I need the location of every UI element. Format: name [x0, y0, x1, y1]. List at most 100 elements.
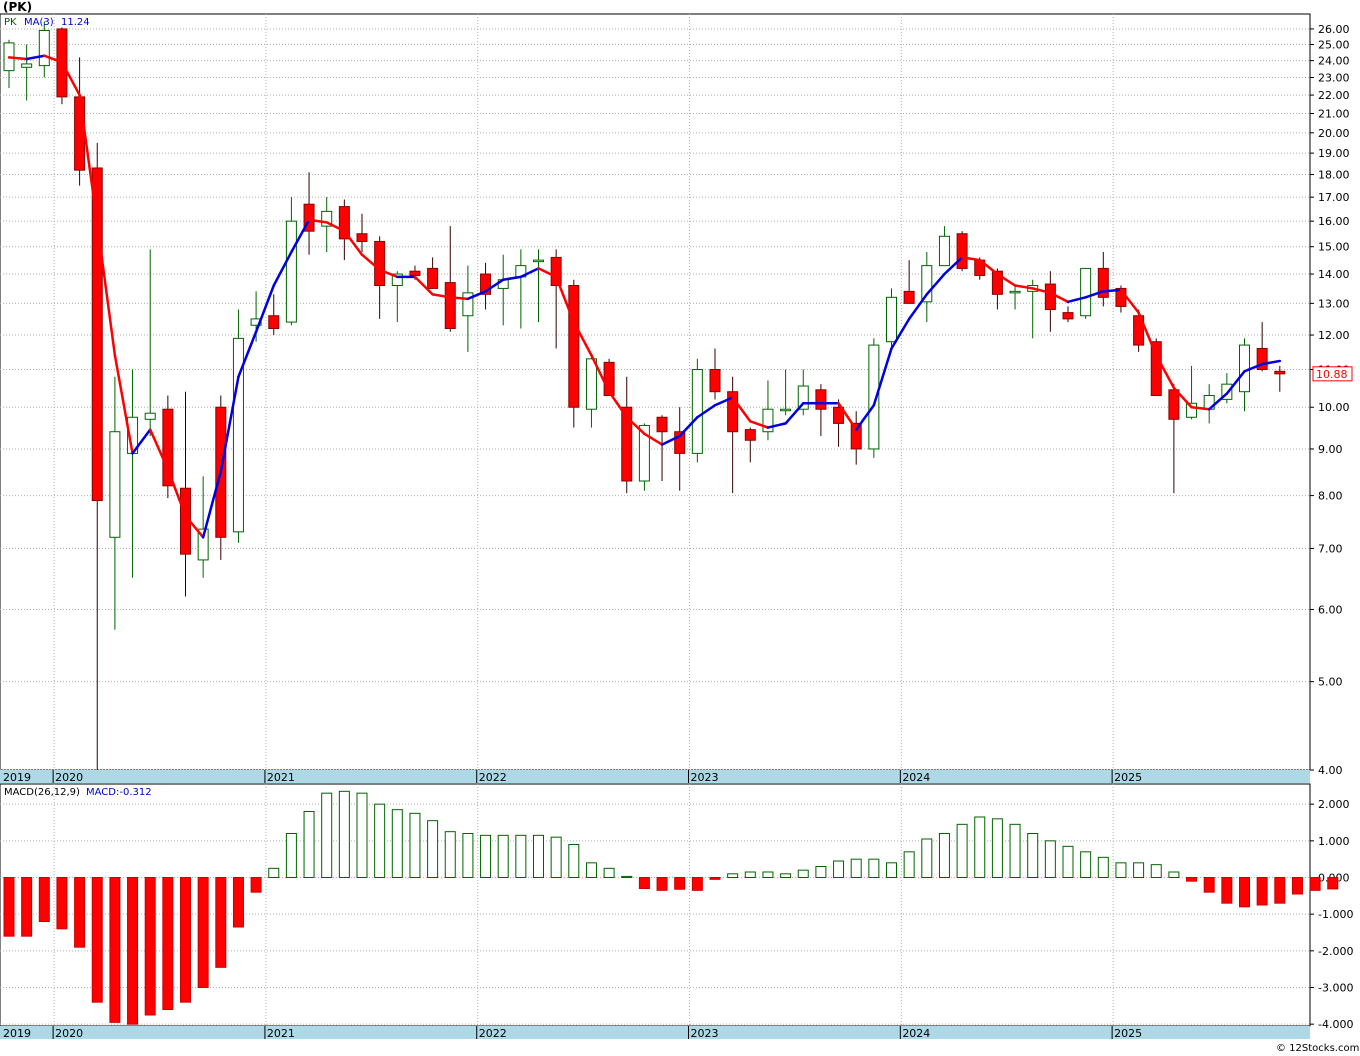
candle: [744, 427, 756, 463]
date-label: 2025: [1114, 1027, 1142, 1040]
legend-ma-label: MA(3): [24, 17, 54, 28]
ma-segment: [784, 402, 805, 425]
macd-bar: [585, 862, 597, 878]
ma-segment: [184, 514, 205, 539]
ma-segment: [854, 404, 876, 431]
date-axis-bottom: 2019 2020 2021 2022 2023 2024 2025: [0, 1026, 1310, 1040]
macd-bar: [850, 858, 862, 879]
macd-bar: [1291, 877, 1303, 895]
macd-value: MACD:-0.312: [86, 787, 152, 798]
candle: [1080, 267, 1092, 319]
ma-segment: [290, 218, 311, 254]
ma-segment: [378, 268, 399, 279]
macd-bar: [391, 809, 403, 879]
price-tick-label: 12.00: [1318, 329, 1350, 342]
price-grid: [0, 14, 1310, 771]
candle: [921, 252, 933, 323]
price-tick-label: 20.00: [1318, 127, 1350, 140]
macd-bar: [568, 844, 580, 878]
ma-segment: [343, 229, 364, 256]
macd-bar: [1256, 877, 1268, 906]
candle: [38, 21, 50, 78]
macd-bar: [303, 811, 315, 878]
macd-bar: [603, 867, 615, 878]
macd-bar: [1115, 862, 1127, 878]
macd-bar: [1080, 851, 1092, 878]
price-tick-label: 14.00: [1318, 268, 1350, 281]
macd-bar: [1274, 877, 1286, 904]
macd-bar: [1097, 856, 1109, 878]
ma-segment: [360, 253, 381, 272]
candle: [215, 395, 227, 560]
date-label: 2019: [3, 771, 31, 784]
macd-bar: [38, 877, 50, 922]
macd-bar: [285, 833, 297, 878]
price-tick-label: 24.00: [1318, 55, 1350, 68]
candle: [656, 415, 668, 482]
date-label: 2022: [479, 1027, 507, 1040]
ma-segment: [148, 428, 170, 471]
date-label: 2024: [902, 771, 930, 784]
candle: [850, 411, 862, 465]
ma-segment: [554, 275, 576, 324]
macd-bar: [127, 877, 139, 1025]
macd-bar: [638, 877, 650, 889]
ma-segment: [449, 296, 470, 301]
macd-bar: [162, 877, 174, 1010]
macd-bar: [56, 877, 68, 930]
macd-grid: [0, 784, 1310, 1026]
candle: [1097, 252, 1109, 307]
price-tick-label: 26.00: [1318, 23, 1350, 36]
last-price-value: 10.88: [1316, 368, 1348, 381]
candle: [91, 142, 103, 770]
macd-bar: [921, 838, 933, 878]
candle: [691, 358, 703, 463]
ma-segment: [272, 250, 293, 287]
macd-bar: [833, 860, 845, 878]
macd-bar: [533, 834, 544, 878]
candle: [427, 257, 439, 289]
macd-bar: [744, 871, 756, 878]
candle: [780, 369, 792, 416]
macd-bar: [1150, 864, 1162, 879]
ma-segment: [1049, 291, 1070, 304]
macd-bar: [674, 877, 686, 890]
last-price-badge: 10.88: [1312, 366, 1353, 382]
date-label: 2023: [691, 771, 719, 784]
price-y-axis: 26.00 25.00 24.00 23.00 22.00 21.00 20.00 19.00…: [1310, 23, 1350, 777]
ma-segment: [219, 375, 240, 473]
candle: [903, 260, 915, 304]
macd-tick-label: -2.000: [1318, 945, 1353, 958]
macd-bar: [21, 877, 33, 937]
ma-segment: [96, 222, 117, 357]
macd-bar: [180, 877, 191, 1003]
macd-bar: [74, 877, 86, 948]
macd-bar: [1062, 845, 1074, 878]
macd-bar: [938, 833, 950, 878]
candle: [1168, 384, 1180, 494]
macd-bar: [374, 803, 386, 879]
candle: [232, 309, 244, 543]
ma-segment: [872, 347, 893, 407]
macd-bar: [762, 871, 774, 878]
ma-segment: [1031, 287, 1052, 295]
candle: [444, 226, 456, 332]
ma-segment: [837, 402, 858, 431]
candle: [709, 348, 721, 400]
ma-segment: [25, 54, 46, 61]
ma-segment: [307, 218, 328, 224]
ma-segment: [325, 221, 346, 233]
macd-bar: [1309, 877, 1321, 891]
ma-segment: [1225, 370, 1246, 395]
candle: [480, 262, 492, 310]
candle: [1062, 306, 1074, 323]
macd-bar: [991, 818, 1003, 878]
candlestick-series: [3, 21, 1286, 770]
ma-segment: [201, 470, 223, 539]
ma-segment: [766, 422, 787, 429]
candle: [621, 376, 633, 494]
macd-bar: [409, 812, 421, 878]
macd-histogram: [3, 790, 1339, 1025]
ma-segment: [907, 293, 929, 321]
macd-bar: [197, 877, 209, 988]
